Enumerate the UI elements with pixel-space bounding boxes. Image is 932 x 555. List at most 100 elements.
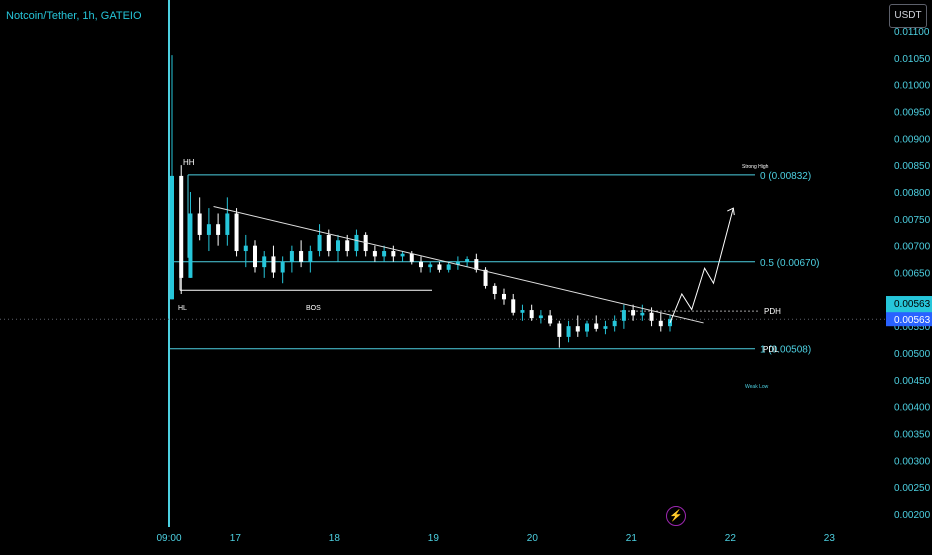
last-price-value: 0.00563 — [894, 299, 931, 310]
candle-body — [621, 310, 626, 321]
x-tick-label: 21 — [626, 533, 638, 544]
x-tick-label: 09:00 — [156, 533, 181, 544]
y-tick-label: 0.00200 — [894, 510, 931, 521]
y-tick-label: 0.00900 — [894, 134, 931, 145]
x-tick-label: 18 — [329, 533, 341, 544]
candle-body — [299, 251, 304, 262]
y-tick-label: 0.00950 — [894, 108, 931, 119]
x-tick-label: 23 — [824, 533, 836, 544]
y-tick-label: 0.00450 — [894, 376, 931, 387]
candle-body — [308, 251, 313, 262]
candle-body — [206, 224, 211, 235]
y-tick-label: 0.00850 — [894, 161, 931, 172]
candle-body — [382, 251, 387, 257]
pdl-label: PDL — [763, 345, 779, 354]
candle-body — [326, 234, 331, 252]
candle-body — [253, 245, 257, 268]
fib-level-label: 0 (0.00832) — [760, 171, 811, 182]
candle-body — [419, 261, 423, 268]
candle-body — [354, 234, 359, 252]
candle-body — [585, 323, 589, 332]
candle-body — [188, 213, 193, 278]
y-tick-label: 0.01050 — [894, 54, 931, 65]
candle-body — [225, 213, 230, 235]
candle-body — [557, 323, 562, 337]
candle-body — [566, 326, 571, 337]
x-tick-label: 20 — [527, 533, 539, 544]
candle-body — [243, 245, 248, 252]
hh-label: HH — [183, 158, 195, 167]
candle-body — [262, 256, 267, 268]
candle-body — [437, 264, 442, 270]
projection-path — [669, 207, 734, 324]
candle-body — [336, 240, 340, 252]
y-tick-label: 0.00650 — [894, 269, 931, 280]
descending-trendline — [213, 206, 704, 324]
x-tick-label: 22 — [725, 533, 737, 544]
candle-body — [280, 261, 285, 273]
symbol-title: Notcoin/Tether, 1h, GATEIO — [6, 10, 142, 22]
bos-label: BOS — [306, 305, 321, 312]
candle-body — [520, 310, 525, 313]
candle-body — [603, 326, 608, 329]
candle-body — [492, 285, 497, 294]
y-tick-label: 0.00550 — [894, 322, 931, 333]
x-tick-label: 19 — [428, 533, 440, 544]
lightning-icon[interactable]: ⚡ — [666, 506, 686, 526]
candle-body — [372, 251, 377, 257]
candle-body — [170, 175, 174, 300]
pdh-label: PDH — [764, 307, 781, 316]
candle-body — [465, 259, 470, 262]
candle-body — [197, 213, 202, 235]
weak-low-label: Weak Low — [745, 384, 769, 390]
y-tick-label: 0.00400 — [894, 403, 931, 414]
x-tick-label: 17 — [230, 533, 242, 544]
y-tick-label: 0.00250 — [894, 483, 931, 494]
y-tick-label: 0.00500 — [894, 349, 931, 360]
candle-body — [483, 269, 488, 286]
price-tag-lower-value: 0.00563 — [894, 315, 931, 326]
y-tick-label: 0.01100 — [894, 27, 930, 38]
hl-label: HL — [178, 305, 187, 312]
y-tick-label: 0.00350 — [894, 430, 931, 441]
candle-body — [529, 310, 534, 319]
currency-button[interactable]: USDT — [889, 4, 927, 28]
fib-level-label: 1 (0.00508) — [760, 345, 811, 356]
candle-body — [575, 326, 580, 332]
candle-body — [455, 261, 460, 265]
y-tick-label: 0.00800 — [894, 188, 931, 199]
candle-body — [594, 323, 599, 329]
price-tag-lower — [886, 312, 932, 327]
candle-body — [391, 251, 396, 257]
candle-body — [216, 224, 221, 235]
candle-body — [631, 310, 636, 316]
projection-arrowhead — [727, 207, 735, 216]
y-tick-label: 0.00750 — [894, 215, 931, 226]
candle-body — [317, 234, 322, 252]
y-tick-label: 0.00300 — [894, 456, 931, 467]
candle-body — [179, 175, 184, 278]
candle-body — [400, 253, 405, 257]
candle-body — [271, 256, 276, 273]
strong-high-label: Strong High — [742, 164, 769, 170]
candle-body — [548, 315, 553, 324]
candle-body — [502, 293, 506, 300]
candle-body — [428, 264, 433, 268]
candle-body — [612, 320, 617, 327]
candle-body — [409, 253, 414, 262]
y-tick-label: 0.01000 — [894, 81, 931, 92]
candle-body — [511, 299, 516, 313]
candle-body — [538, 315, 543, 319]
candle-body — [446, 264, 451, 270]
candle-body — [658, 320, 663, 327]
candle-body — [640, 312, 645, 316]
fib-level-label: 0.5 (0.00670) — [760, 258, 820, 269]
y-tick-label: 0.00700 — [894, 242, 931, 253]
candle-body — [289, 251, 294, 262]
candle-body — [474, 259, 479, 270]
candle-body — [234, 213, 239, 252]
candle-body — [345, 240, 350, 252]
candle-body — [649, 312, 654, 321]
